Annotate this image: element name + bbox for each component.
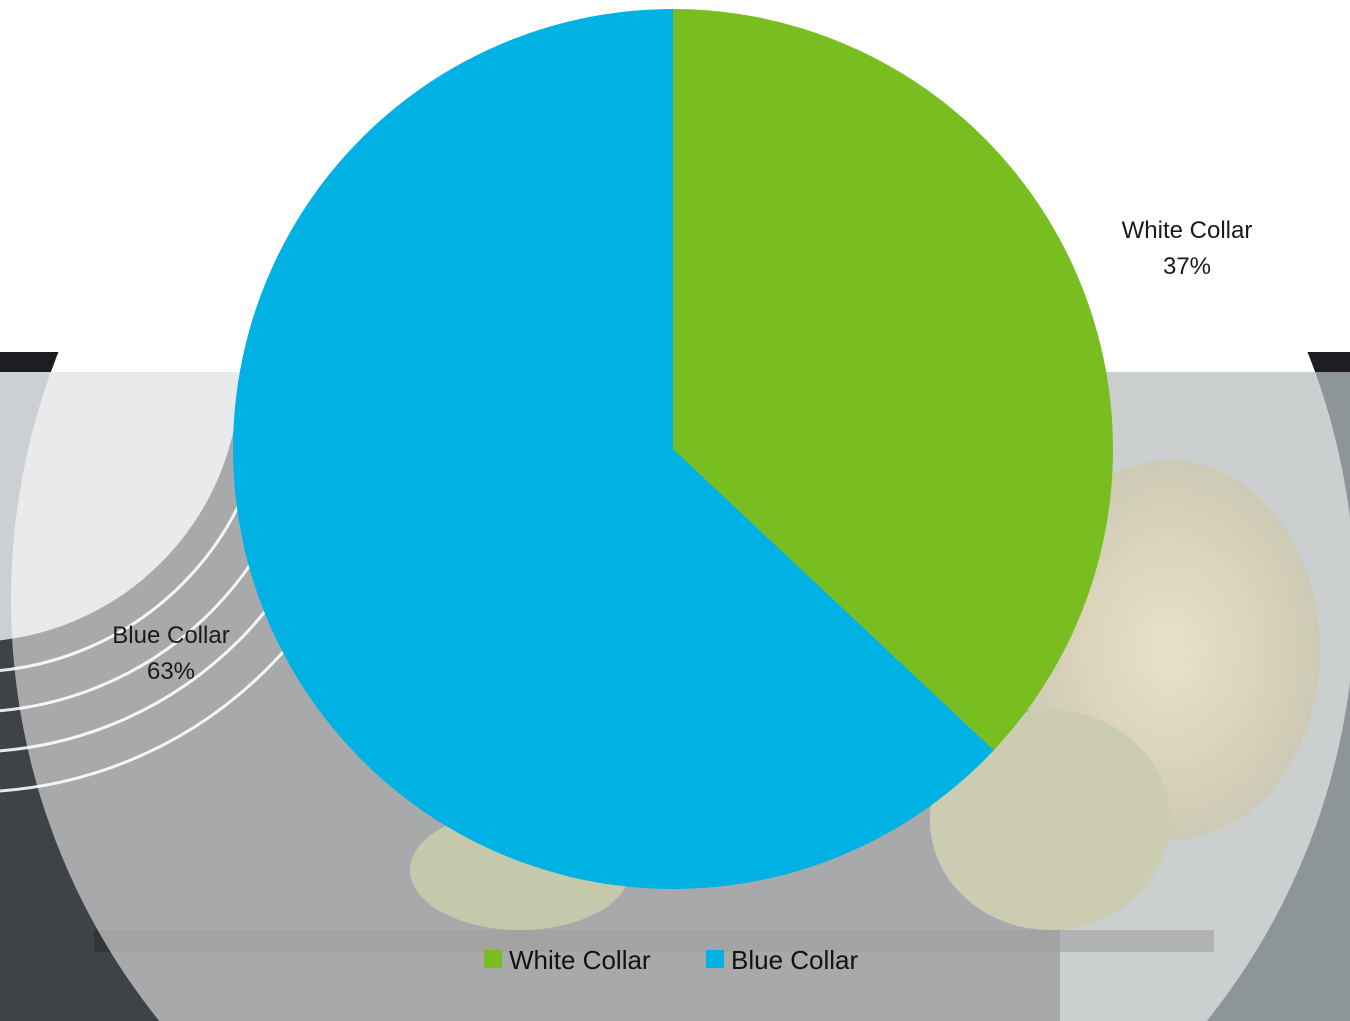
legend-swatch-blue-collar <box>706 950 724 968</box>
legend-item-white-collar: White Collar <box>484 945 651 975</box>
chart-legend: White Collar Blue Collar <box>484 945 859 975</box>
legend-label-blue-collar: Blue Collar <box>731 945 859 975</box>
slice-label-white-collar: White Collar <box>1122 217 1253 244</box>
pie-slice-blue-collar <box>233 9 994 889</box>
legend-label-white-collar: White Collar <box>509 945 651 975</box>
pie-slices <box>233 9 1113 889</box>
legend-item-blue-collar: Blue Collar <box>706 945 859 975</box>
pie-slice-white-collar <box>673 9 1113 751</box>
legend-swatch-white-collar <box>484 950 502 968</box>
pie-chart: White Collar 37% Blue Collar 63% <box>112 9 1252 889</box>
pie-slice-labels: White Collar 37% Blue Collar 63% <box>112 217 1252 685</box>
slice-label-blue-collar: Blue Collar <box>112 622 229 649</box>
slice-value-white-collar: 37% <box>1163 253 1211 280</box>
slice-value-blue-collar: 63% <box>147 658 195 685</box>
